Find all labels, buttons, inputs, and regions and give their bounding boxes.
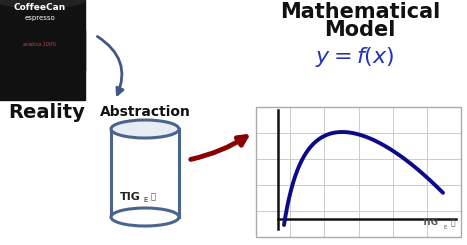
Text: E: E — [143, 197, 148, 203]
Text: CoffeeCan: CoffeeCan — [14, 3, 66, 12]
Text: espresso: espresso — [25, 15, 56, 21]
Text: Model: Model — [324, 20, 396, 40]
Bar — [256, 107, 461, 237]
Bar — [0, 30, 85, 70]
Text: 🔒: 🔒 — [150, 193, 156, 201]
Text: Reality: Reality — [8, 103, 85, 122]
Text: TIG: TIG — [120, 192, 141, 202]
Text: Mathematical: Mathematical — [280, 2, 440, 22]
Ellipse shape — [0, 0, 85, 8]
Ellipse shape — [111, 120, 179, 138]
Text: E: E — [443, 225, 446, 230]
Text: 🔒: 🔒 — [451, 218, 455, 227]
Bar — [111, 129, 179, 217]
Text: TIG: TIG — [422, 218, 439, 227]
Ellipse shape — [111, 208, 179, 226]
Text: Abstraction: Abstraction — [99, 105, 191, 119]
Bar — [0, 0, 85, 100]
Text: $y = f(x)$: $y = f(x)$ — [315, 45, 395, 69]
Text: arabica 100%: arabica 100% — [23, 42, 57, 48]
Bar — [256, 107, 461, 237]
